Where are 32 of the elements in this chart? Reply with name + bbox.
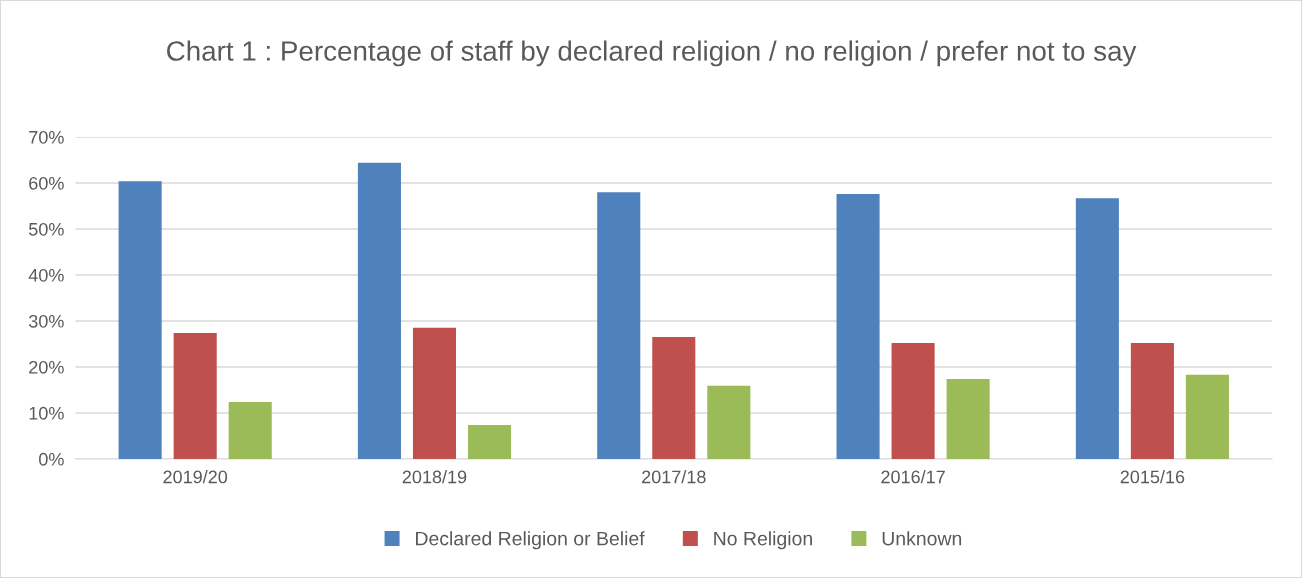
chart-title: Chart 1 : Percentage of staff by declared religion / no religion / prefer not to say	[167, 40, 1137, 67]
legend-label: Declared Religion or Belief	[416, 531, 645, 550]
x-tick-label: 2019/20	[163, 470, 228, 484]
legend-label: No Religion	[714, 531, 812, 550]
bar	[412, 327, 457, 459]
bar	[173, 332, 217, 459]
bar	[467, 424, 512, 459]
bar	[652, 337, 696, 459]
legend-label: Unknown	[882, 531, 962, 546]
x-tick-label: 2018/19	[402, 470, 467, 484]
x-tick-label: 2017/18	[642, 470, 706, 484]
bar	[597, 192, 641, 459]
bar	[891, 343, 935, 459]
x-tick-label: 2015/16	[1120, 470, 1185, 484]
bar	[357, 162, 401, 459]
y-tick-label: 10%	[29, 406, 64, 420]
bar	[1185, 374, 1229, 459]
y-tick-label: 0%	[39, 452, 64, 466]
x-tick-label: 2016/17	[881, 470, 945, 484]
y-tick-label: 60%	[29, 176, 64, 190]
bar	[1075, 198, 1119, 459]
y-tick-label: 50%	[28, 222, 64, 236]
y-tick-label: 40%	[28, 268, 64, 282]
bar	[228, 401, 272, 459]
y-tick-label: 70%	[29, 130, 64, 144]
bar	[946, 378, 990, 459]
bar	[836, 194, 880, 459]
y-tick-label: 30%	[28, 314, 64, 328]
bar	[1130, 343, 1174, 459]
y-tick-label: 20%	[29, 360, 64, 374]
bar	[707, 385, 751, 459]
bar	[118, 181, 162, 459]
